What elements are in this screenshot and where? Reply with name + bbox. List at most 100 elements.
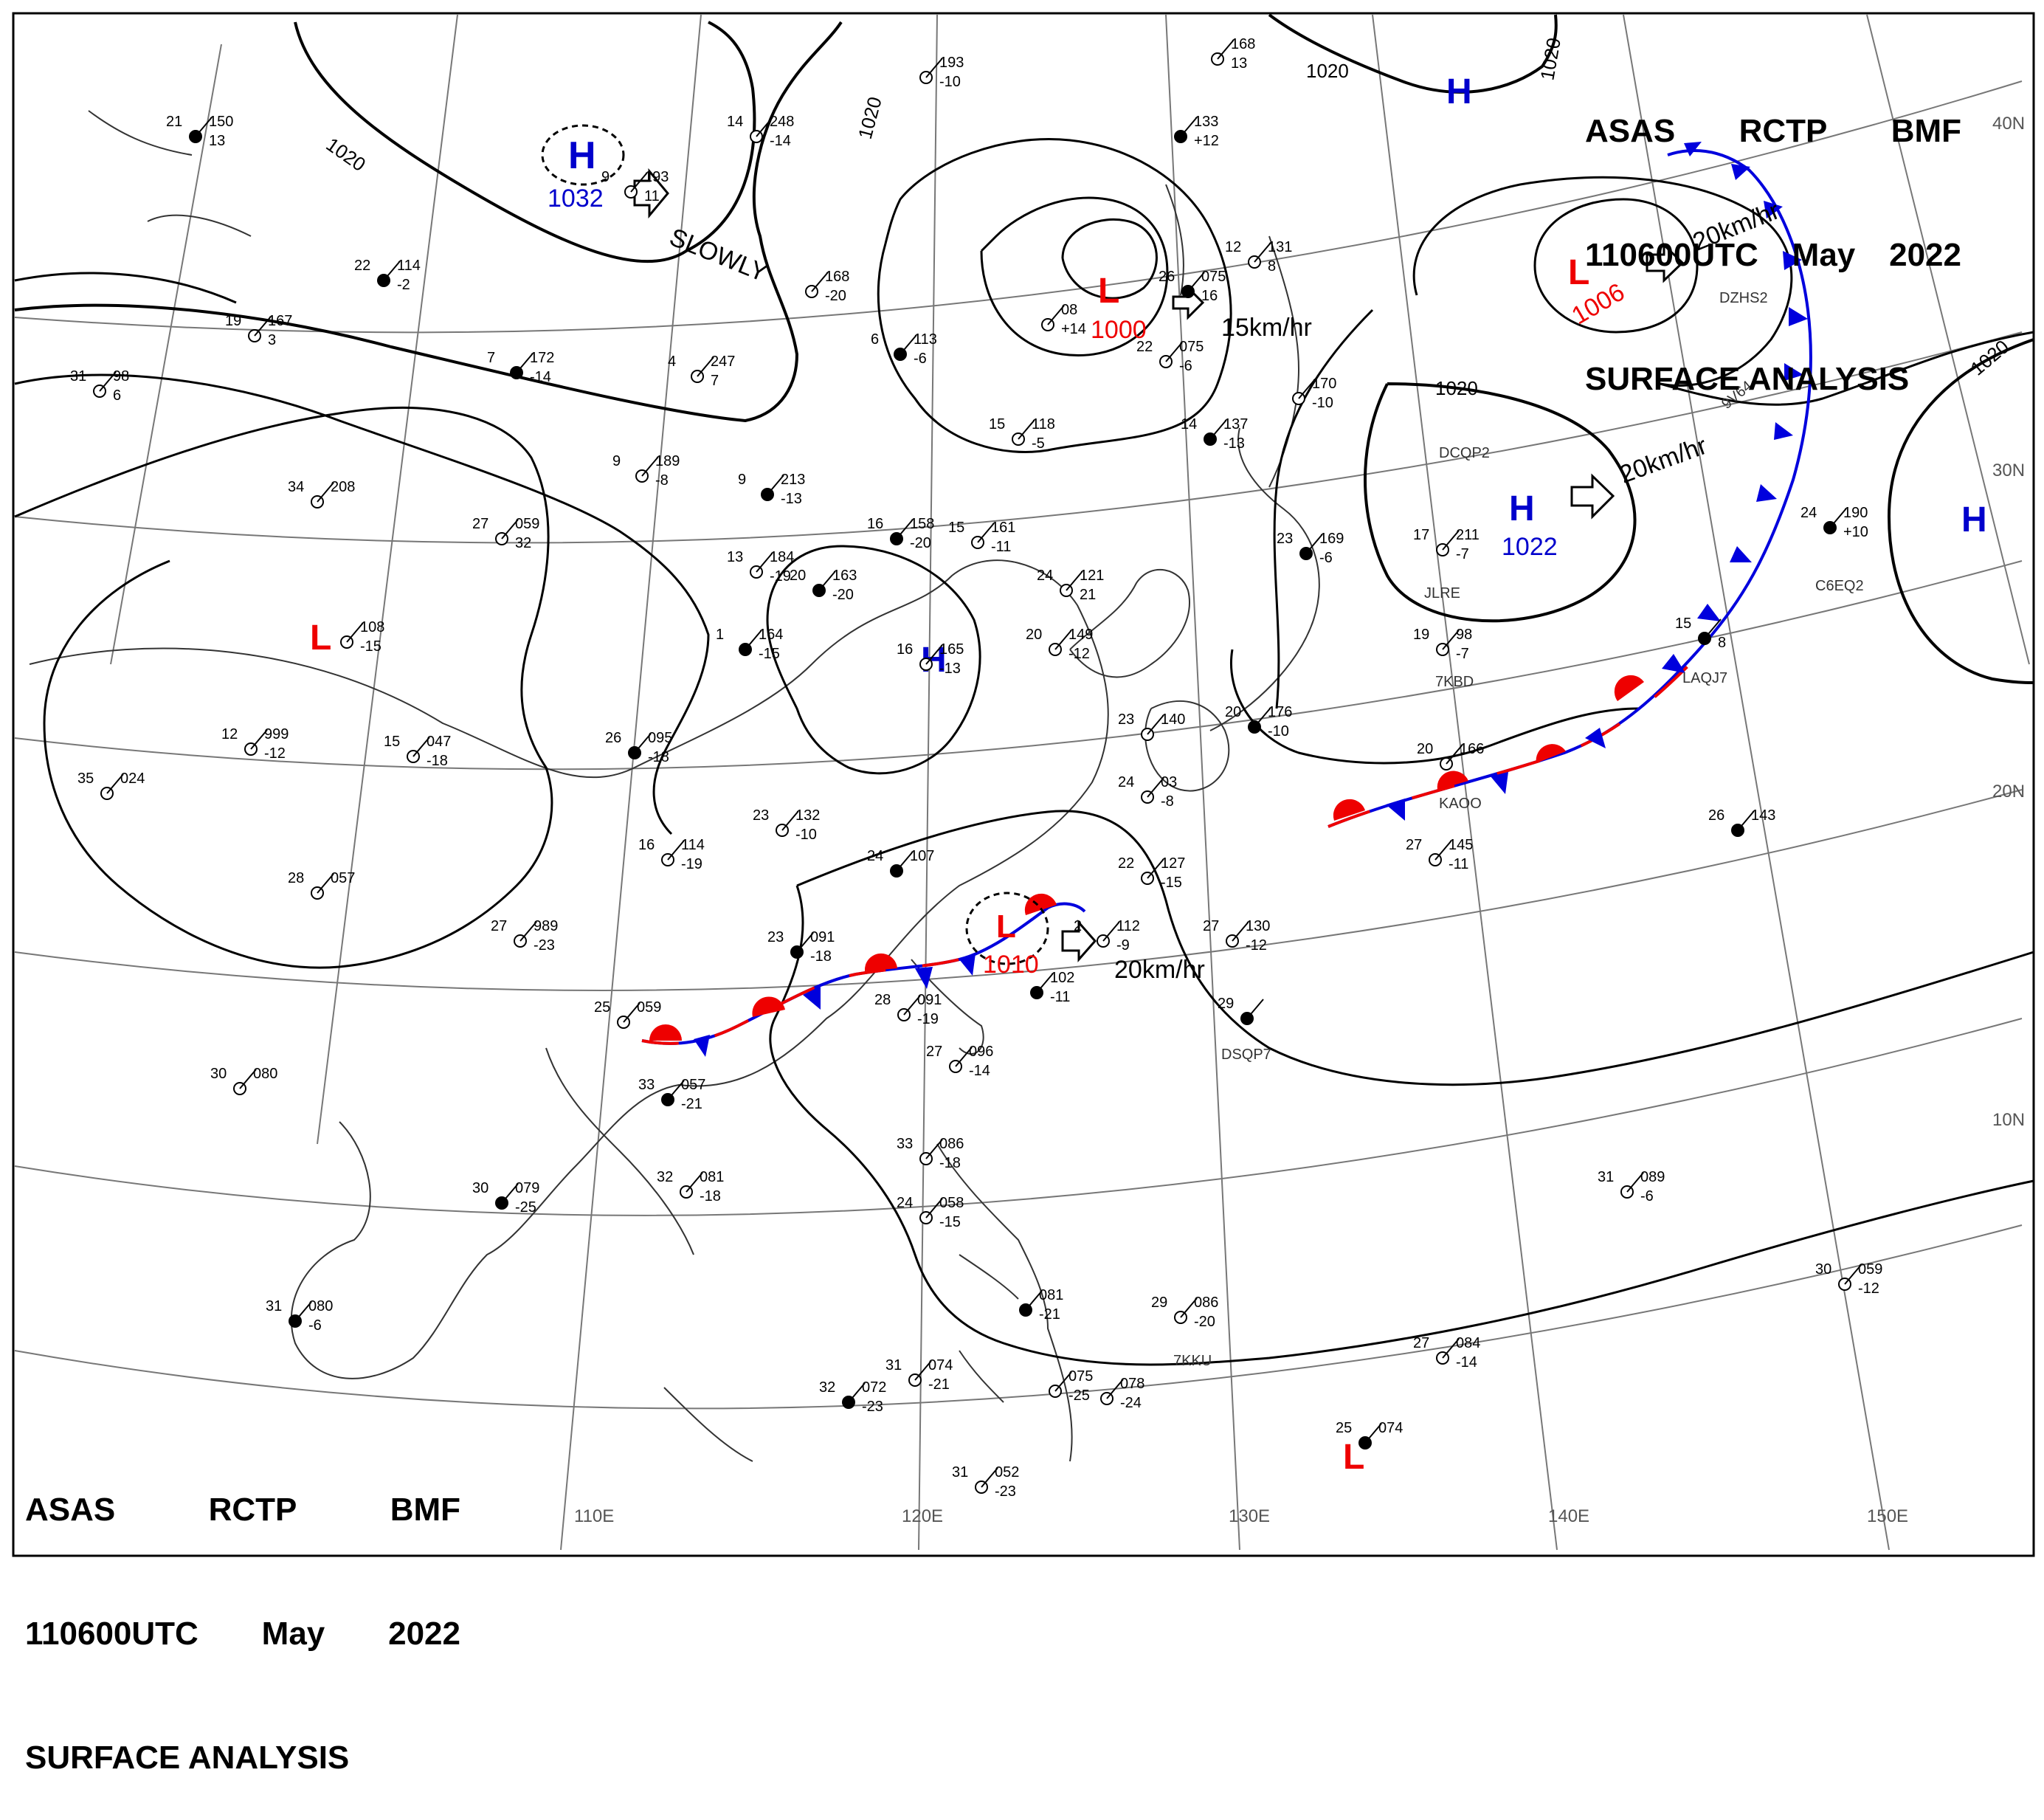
station-tendency: -10 xyxy=(795,827,817,843)
station-plot: 193-10 xyxy=(919,55,964,90)
station-tendency: -20 xyxy=(832,587,854,603)
wind-barb xyxy=(1209,419,1227,440)
station-tendency: -25 xyxy=(515,1199,536,1216)
station-tendency: -6 xyxy=(1640,1188,1654,1204)
station-plot: 23 140 xyxy=(1118,711,1185,741)
station-temperature: 29 xyxy=(1218,996,1234,1012)
station-tendency: -18 xyxy=(700,1188,721,1204)
station-plot: 31 089 -6 xyxy=(1598,1169,1665,1204)
station-temperature: 27 xyxy=(1203,918,1219,934)
station-pressure: 074 xyxy=(1378,1420,1403,1436)
station-plot: 075-25 xyxy=(1049,1368,1093,1404)
wind-barb xyxy=(1254,242,1271,263)
station-pressure: 143 xyxy=(1751,807,1775,824)
station-plot: 15 161 -11 xyxy=(948,520,1015,555)
station-temperature: 31 xyxy=(952,1464,968,1481)
station-temperature: 16 xyxy=(897,641,913,658)
wind-barb xyxy=(501,1183,519,1204)
station-tendency: -12 xyxy=(264,745,286,762)
station-tendency: -19 xyxy=(681,856,702,872)
station-pressure: 113 xyxy=(914,331,937,348)
station-plot: 22 114 -2 xyxy=(354,258,421,293)
station-temperature: 7 xyxy=(487,350,495,366)
station-pressure: 999 xyxy=(264,726,289,742)
wind-barb xyxy=(756,117,773,137)
station-pressure: 132 xyxy=(795,807,820,824)
station-plot: 7 172 -14 xyxy=(487,350,554,385)
station-pressure: 98 xyxy=(1456,627,1472,643)
station-pressure: 091 xyxy=(917,992,942,1008)
wind-barb xyxy=(1047,305,1065,325)
station-pressure: 190 xyxy=(1843,505,1868,521)
station-plot: 12 131 8 xyxy=(1225,239,1292,275)
station-pressure: 213 xyxy=(781,472,805,488)
low-center-circle xyxy=(965,892,1049,965)
station-pressure: 095 xyxy=(648,730,672,746)
lon-label-140e: 140E xyxy=(1548,1506,1589,1526)
wind-barb xyxy=(1106,1379,1124,1399)
chart-header-bottom: ASAS RCTP BMF 110600UTC May 2022 SURFACE ANA… xyxy=(25,1407,460,1820)
station-tendency: -20 xyxy=(1194,1314,1215,1330)
station-plot: 20 166 xyxy=(1417,741,1484,771)
ship-ids: DZHS2DCQP2JLRE7KBD9V64C6EQ2LAQJ7KAOODSQP… xyxy=(1173,290,1864,1369)
wind-barb xyxy=(1254,707,1271,728)
station-plot: 23 132 -10 xyxy=(753,807,820,843)
station-plot: 24 107 xyxy=(867,848,934,878)
station-tendency: -12 xyxy=(1068,646,1090,662)
wind-barb xyxy=(412,737,430,757)
station-plot: 30 059 -12 xyxy=(1815,1261,1882,1297)
station-plot: 23 169 -6 xyxy=(1277,531,1344,566)
station-tendency: -11 xyxy=(1449,856,1468,872)
station-pressure: 168 xyxy=(825,269,849,285)
station-tendency: -21 xyxy=(1039,1306,1060,1323)
wind-barb xyxy=(1704,618,1722,639)
wind-barb xyxy=(925,58,943,78)
station-tendency: 7 xyxy=(711,373,719,389)
station-pressure: 161 xyxy=(991,520,1015,536)
wind-barb xyxy=(294,1301,312,1322)
station-pressure: 166 xyxy=(1460,741,1484,757)
station-plot: 16 114 -19 xyxy=(638,837,705,872)
wind-barb xyxy=(925,1198,943,1218)
station-temperature: 6 xyxy=(871,331,879,348)
station-tendency: -11 xyxy=(1050,989,1070,1005)
station-temperature: 23 xyxy=(1118,711,1134,728)
station-temperature: 24 xyxy=(1118,774,1134,790)
station-temperature: 26 xyxy=(1708,807,1724,824)
header-line2: 110600UTC May 2022 xyxy=(25,1616,460,1652)
station-pressure: 080 xyxy=(308,1298,333,1314)
wind-barb xyxy=(346,622,364,643)
station-temperature: 9 xyxy=(612,453,621,469)
station-plot: 168-20 xyxy=(805,269,849,304)
station-temperature: 31 xyxy=(1598,1169,1614,1185)
station-pressure: 114 xyxy=(397,258,421,274)
wind-barb xyxy=(630,172,648,193)
station-plot: 24 058 -15 xyxy=(897,1195,964,1230)
station-plot: 25 059 xyxy=(594,999,661,1029)
wind-barb xyxy=(1036,973,1054,993)
station-temperature: 14 xyxy=(727,114,743,130)
station-tendency: -6 xyxy=(914,351,927,367)
station-plot: 26 143 xyxy=(1708,807,1775,837)
station-tendency: 32 xyxy=(515,535,531,551)
station-tendency: -18 xyxy=(939,1155,961,1171)
station-pressure: 118 xyxy=(1032,416,1055,432)
station-plot: 24 03 -8 xyxy=(1118,774,1177,810)
wind-barb xyxy=(239,1069,257,1089)
station-plot: 33 057 -21 xyxy=(638,1077,705,1112)
station-temperature: 20 xyxy=(1225,704,1241,720)
station-tendency: -14 xyxy=(1456,1354,1477,1371)
station-plot: 078-24 xyxy=(1100,1376,1144,1411)
station-pressure: 193 xyxy=(939,55,964,71)
station-tendency: -12 xyxy=(1858,1280,1879,1297)
station-temperature: 27 xyxy=(491,918,507,934)
station-tendency: -23 xyxy=(534,937,555,954)
station-tendency: -20 xyxy=(825,288,846,304)
station-temperature: 2 xyxy=(1074,918,1082,934)
station-plot: 31 052 -23 xyxy=(952,1464,1019,1500)
isobars-thin xyxy=(14,137,2034,1366)
station-pressure: 165 xyxy=(939,641,964,658)
station-pressure: 114 xyxy=(681,837,705,853)
station-temperature: 28 xyxy=(288,870,304,886)
station-pressure: 059 xyxy=(1858,1261,1882,1278)
